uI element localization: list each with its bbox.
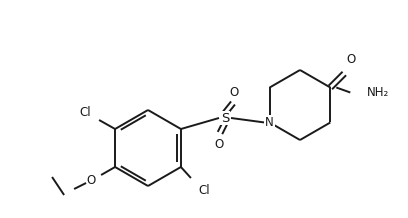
Text: O: O <box>229 85 239 99</box>
Text: NH₂: NH₂ <box>367 86 390 99</box>
Text: Cl: Cl <box>79 106 91 119</box>
Text: O: O <box>214 138 224 152</box>
Text: O: O <box>86 174 96 187</box>
Text: O: O <box>347 53 356 66</box>
Text: S: S <box>221 111 229 124</box>
Text: N: N <box>265 116 274 129</box>
Text: Cl: Cl <box>198 184 210 196</box>
